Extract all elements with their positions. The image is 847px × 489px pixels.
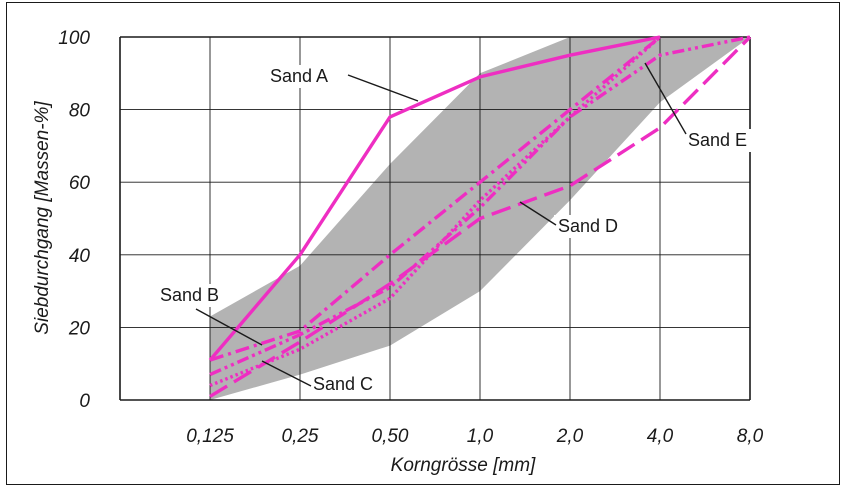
sand-e-line	[209, 35, 751, 377]
sand-b-leader-line	[195, 308, 263, 346]
x-tick-label: 0,50	[372, 426, 409, 447]
chart-frame	[6, 2, 840, 485]
x-tick-label: 2,0	[556, 426, 584, 447]
sand-c-label-bg	[309, 373, 377, 396]
sand-b-label: Sand B	[160, 285, 219, 305]
y-tick-label: 100	[58, 28, 90, 49]
y-tick-label: 20	[68, 318, 91, 339]
sand-a-line	[208, 35, 661, 362]
x-tick-label: 0,25	[282, 426, 319, 447]
y-tick-label: 80	[69, 101, 91, 122]
x-tick-label: 0,125	[186, 426, 234, 447]
sand-e-label: Sand E	[688, 130, 747, 150]
sand-c-label: Sand C	[313, 374, 373, 394]
x-tick-label: 4,0	[647, 426, 674, 447]
sand-a-label: Sand A	[270, 66, 328, 86]
y-tick-label: 60	[69, 173, 91, 194]
sand-d-label: Sand D	[558, 216, 618, 236]
x-tick-label: 1,0	[467, 426, 494, 447]
x-axis-title: Korngrösse [mm]	[391, 455, 536, 476]
sand-d-leader-line	[519, 201, 557, 226]
sand-a-label-bg	[266, 65, 333, 88]
sand-d-line	[209, 35, 752, 398]
sand-d-label-bg	[554, 215, 622, 238]
sand-b-line	[209, 35, 662, 362]
sand-e-leader-line	[644, 62, 687, 135]
y-tick-label: 0	[79, 391, 90, 412]
sand-c-leader-line	[261, 360, 312, 387]
y-axis-title: Siebdurchgang [Massen-%]	[32, 101, 53, 335]
x-tick-label: 8,0	[737, 426, 764, 447]
sand-e-label-bg	[684, 129, 751, 152]
sand-b-label-bg	[156, 284, 223, 307]
y-tick-label: 40	[69, 246, 91, 267]
sand-a-leader-line	[347, 74, 419, 102]
